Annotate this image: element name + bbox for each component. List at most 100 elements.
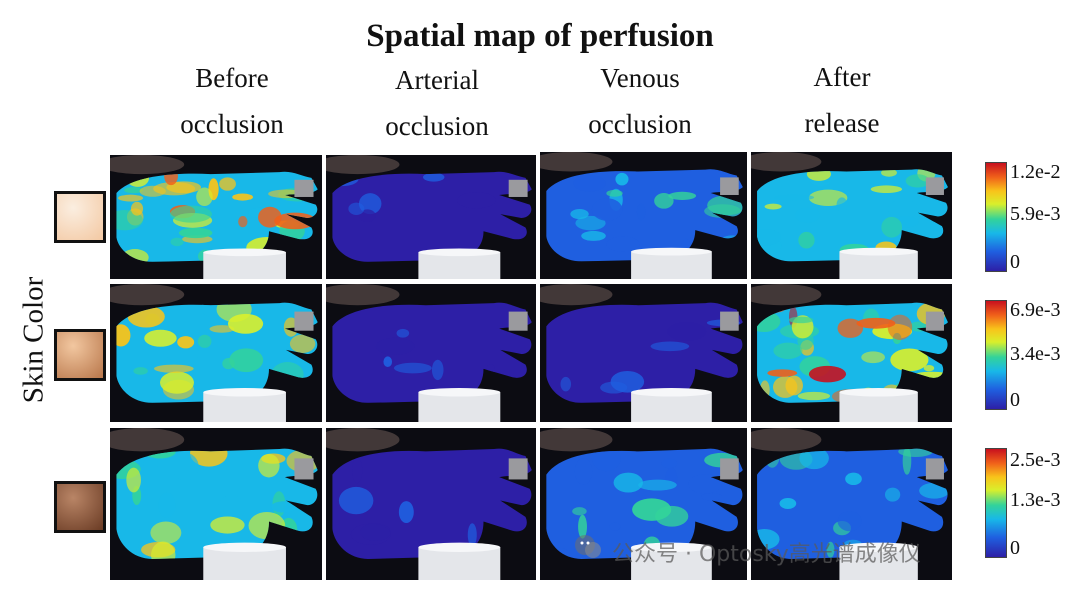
- perfusion-blob: [398, 501, 414, 524]
- cylinder-stand: [839, 392, 918, 422]
- perfusion-blob: [164, 171, 178, 186]
- perfusion-blob: [172, 452, 199, 481]
- perfusion-blob: [358, 193, 382, 215]
- perfusion-blob: [773, 342, 803, 359]
- perfusion-blob: [667, 322, 707, 341]
- perfusion-blob: [396, 328, 410, 338]
- column-header-line1: Venous: [600, 63, 680, 93]
- forearm-skin: [110, 428, 185, 452]
- perfusion-blob: [591, 448, 621, 472]
- perfusion-blob: [126, 467, 141, 493]
- perfusion-blob: [423, 172, 445, 182]
- perfusion-blob: [166, 181, 202, 194]
- finger-clip: [720, 458, 739, 480]
- colorbar-3-mid-label: 1.3e-3: [1010, 489, 1061, 511]
- perfusion-blob: [615, 172, 629, 186]
- perfusion-map-light-after-release: [751, 152, 952, 279]
- perfusion-blob: [130, 201, 144, 216]
- column-header-line2: occlusion: [385, 111, 489, 141]
- perfusion-blob: [338, 486, 374, 515]
- perfusion-blob: [887, 199, 919, 219]
- perfusion-blob: [606, 236, 640, 252]
- perfusion-blob: [238, 216, 248, 228]
- perfusion-blob: [575, 215, 606, 231]
- perfusion-map-medium-before-occlusion: [110, 284, 322, 422]
- perfusion-blob: [632, 498, 672, 521]
- perfusion-blob: [151, 541, 176, 559]
- perfusion-blob: [332, 172, 359, 187]
- perfusion-blob: [393, 362, 432, 374]
- perfusion-blob: [845, 472, 862, 486]
- perfusion-blob: [560, 376, 572, 392]
- perfusion-blob: [764, 203, 782, 210]
- perfusion-blob: [785, 375, 803, 396]
- perfusion-map-medium-arterial-occlusion: [326, 284, 536, 422]
- skin-color-axis-label: Skin Color: [17, 276, 50, 404]
- perfusion-blob: [274, 212, 317, 230]
- colorbar-1-max-label: 1.2e-2: [1010, 161, 1061, 183]
- column-header-line2: occlusion: [180, 109, 284, 139]
- perfusion-blob: [383, 356, 393, 368]
- cylinder-top: [839, 542, 918, 552]
- perfusion-blob: [352, 457, 363, 484]
- perfusion-blob: [467, 523, 477, 547]
- perfusion-blob: [227, 313, 264, 334]
- perfusion-blob: [826, 541, 835, 558]
- perfusion-blob: [688, 474, 723, 494]
- perfusion-blob: [881, 216, 903, 238]
- perfusion-blob: [760, 380, 770, 400]
- perfusion-blob: [158, 492, 176, 519]
- cylinder-top: [418, 248, 501, 257]
- skin-swatch-light: [54, 191, 106, 243]
- perfusion-blob: [258, 453, 280, 478]
- column-header-line2: release: [804, 108, 880, 138]
- cylinder-stand: [839, 251, 918, 279]
- cylinder-stand: [203, 252, 286, 279]
- perfusion-blob: [456, 192, 496, 209]
- perfusion-blob: [636, 203, 646, 221]
- perfusion-blob: [806, 169, 831, 181]
- perfusion-blob: [271, 362, 304, 388]
- perfusion-blob: [258, 206, 282, 228]
- perfusion-blob: [606, 189, 623, 197]
- cylinder-top: [203, 248, 286, 257]
- perfusion-blob: [574, 458, 593, 485]
- perfusion-blob: [118, 194, 144, 202]
- perfusion-blob: [144, 329, 177, 347]
- skin-swatch-dark: [54, 481, 106, 533]
- perfusion-blob: [178, 227, 213, 239]
- perfusion-map-light-venous-occlusion: [540, 152, 747, 279]
- cylinder-top: [631, 542, 712, 552]
- colorbar-3-max-label: 2.5e-3: [1010, 449, 1061, 471]
- forearm-skin: [540, 284, 613, 306]
- perfusion-blob: [150, 521, 182, 544]
- forearm-skin: [540, 152, 613, 172]
- perfusion-map-medium-after-release: [751, 284, 952, 422]
- perfusion-map-light-arterial-occlusion: [326, 155, 536, 279]
- perfusion-blob: [116, 210, 143, 231]
- perfusion-map-dark-after-release: [751, 428, 952, 580]
- forearm-skin: [326, 284, 400, 306]
- perfusion-map-light-before-occlusion: [110, 155, 322, 279]
- finger-clip: [294, 179, 314, 197]
- cylinder-stand: [203, 547, 286, 580]
- skin-swatch-medium: [54, 329, 106, 381]
- wechat-icon: [575, 535, 601, 558]
- finger-clip: [508, 458, 528, 480]
- cylinder-top: [418, 542, 501, 552]
- perfusion-blob: [861, 351, 885, 364]
- perfusion-blob: [289, 334, 316, 353]
- perfusion-blob: [798, 231, 815, 249]
- perfusion-blob: [169, 205, 212, 223]
- perfusion-blob: [229, 348, 264, 373]
- cylinder-stand: [631, 547, 712, 580]
- perfusion-blob: [920, 390, 929, 403]
- perfusion-blob: [210, 516, 245, 534]
- perfusion-blob: [757, 529, 780, 550]
- perfusion-blob: [856, 317, 896, 329]
- column-header-line1: After: [813, 62, 871, 92]
- perfusion-blob: [767, 369, 798, 377]
- perfusion-blob: [774, 194, 815, 201]
- forearm-skin: [751, 284, 822, 306]
- perfusion-blob: [270, 501, 297, 513]
